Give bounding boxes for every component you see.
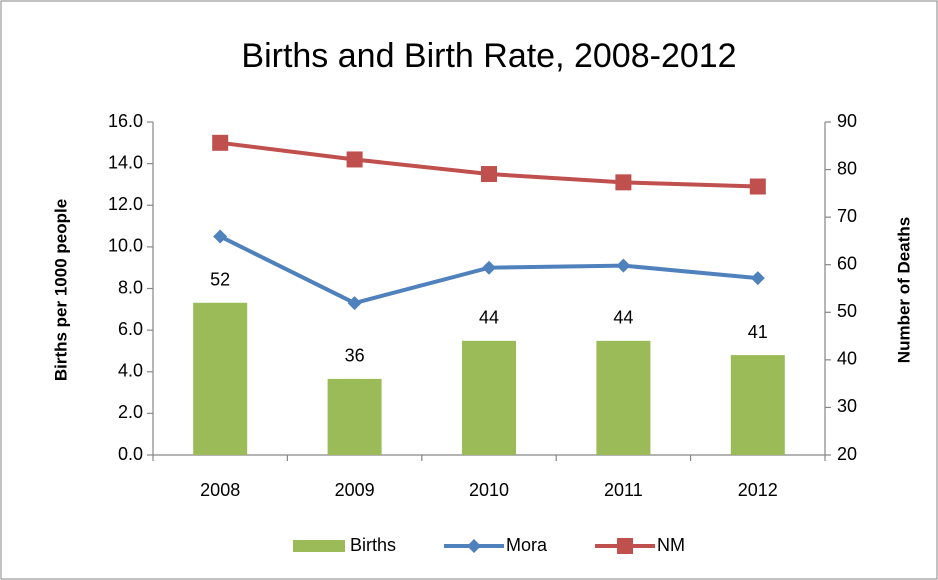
line-marker <box>212 134 229 151</box>
line-marker <box>615 174 632 191</box>
y2-tick-label: 50 <box>837 301 857 321</box>
y2-tick-label: 90 <box>837 111 857 131</box>
y2-tick-label: 60 <box>837 253 857 273</box>
y2-axis-label: Number of Deaths <box>894 217 913 363</box>
x-tick-label: 2009 <box>335 480 375 500</box>
line-marker <box>346 151 363 168</box>
y-tick-label: 2.0 <box>118 402 143 422</box>
line-marker <box>482 260 496 275</box>
line-marker <box>749 178 766 195</box>
legend-marker <box>467 539 482 553</box>
line-marker <box>213 229 228 244</box>
y2-tick-label: 30 <box>837 396 857 416</box>
y-tick-label: 0.0 <box>118 444 143 464</box>
line-marker <box>750 271 765 286</box>
x-tick-label: 2011 <box>604 480 643 500</box>
x-tick-label: 2012 <box>738 480 778 500</box>
y2-tick-label: 20 <box>837 444 857 464</box>
y-tick-label: 14.0 <box>108 152 143 172</box>
y-tick-label: 12.0 <box>108 194 143 214</box>
legend-marker <box>617 538 634 554</box>
line-marker <box>347 296 362 311</box>
line-marker <box>616 258 631 273</box>
legend-label: NM <box>657 535 685 555</box>
data-label: 41 <box>748 322 768 342</box>
bar <box>730 355 785 455</box>
bar <box>462 340 516 455</box>
data-label: 44 <box>479 308 499 328</box>
data-label: 36 <box>345 346 365 366</box>
data-label: 44 <box>613 308 633 328</box>
x-tick-label: 2008 <box>200 480 240 500</box>
y-tick-label: 10.0 <box>108 236 143 256</box>
y-tick-label: 8.0 <box>118 277 143 297</box>
bar <box>193 302 248 455</box>
chart-title: Births and Birth Rate, 2008-2012 <box>241 37 736 75</box>
line-marker <box>481 166 497 183</box>
y2-tick-label: 40 <box>837 349 857 369</box>
x-tick-label: 2010 <box>469 480 509 500</box>
y-tick-label: 6.0 <box>118 319 143 339</box>
legend-label: Mora <box>506 535 548 555</box>
bar <box>596 340 651 455</box>
y-axis-label: Births per 1000 people <box>51 199 70 381</box>
y-tick-label: 16.0 <box>108 111 143 131</box>
legend-swatch <box>293 540 345 552</box>
y2-tick-label: 70 <box>837 206 857 226</box>
y2-tick-label: 80 <box>837 158 857 178</box>
data-label: 52 <box>210 270 230 290</box>
legend-label: Births <box>350 535 396 555</box>
y-tick-label: 4.0 <box>118 361 143 381</box>
bar <box>327 378 382 455</box>
